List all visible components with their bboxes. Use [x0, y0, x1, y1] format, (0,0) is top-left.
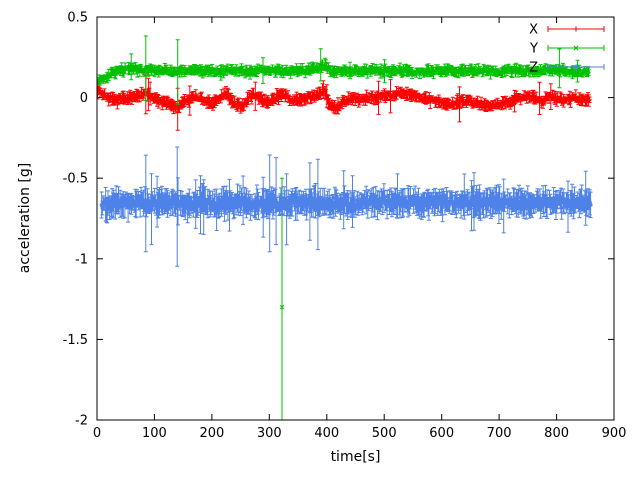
y-tick-label: 0: [80, 91, 88, 106]
x-tick-label: 800: [544, 426, 569, 441]
x-tick-label: 0: [93, 426, 101, 441]
y-tick-label: -2: [75, 414, 88, 429]
tick-labels: 0 100 200 300 400 500 600 700 800 900 0.5 0 -0.5 -1 -1…: [63, 11, 627, 442]
legend: XYZ: [529, 23, 605, 76]
series-X-points: [97, 87, 592, 112]
series-layer: [97, 35, 593, 420]
x-tick-label: 700: [487, 426, 512, 441]
axis-tics: [96, 16, 615, 421]
y-axis-title: acceleration [g]: [17, 162, 33, 274]
legend-label-X: X: [529, 23, 538, 38]
y-tick-label: -0.5: [63, 172, 88, 187]
x-tick-label: 500: [372, 426, 397, 441]
y-tick-label: -1.5: [63, 333, 88, 348]
x-tick-label: 400: [314, 426, 339, 441]
series-Y-points: [97, 61, 591, 310]
legend-label-Z: Z: [529, 61, 538, 76]
x-tick-label: 200: [199, 426, 224, 441]
x-tick-label: 600: [429, 426, 454, 441]
x-axis-title: time[s]: [330, 449, 381, 465]
legend-sample-X: [547, 26, 605, 32]
legend-label-Y: Y: [529, 42, 538, 57]
series-Z: [99, 146, 593, 267]
y-tick-label: -1: [75, 252, 88, 267]
x-tick-label: 900: [602, 426, 627, 441]
x-tick-label: 300: [257, 426, 282, 441]
legend-sample-Y: [547, 45, 605, 51]
legend-sample-Z: [547, 64, 605, 70]
y-tick-label: 0.5: [67, 11, 88, 26]
series-Y: [97, 35, 591, 420]
series-Z-points: [99, 193, 593, 213]
plot-border: [96, 16, 615, 421]
x-tick-label: 100: [142, 426, 167, 441]
series-X: [97, 74, 592, 131]
